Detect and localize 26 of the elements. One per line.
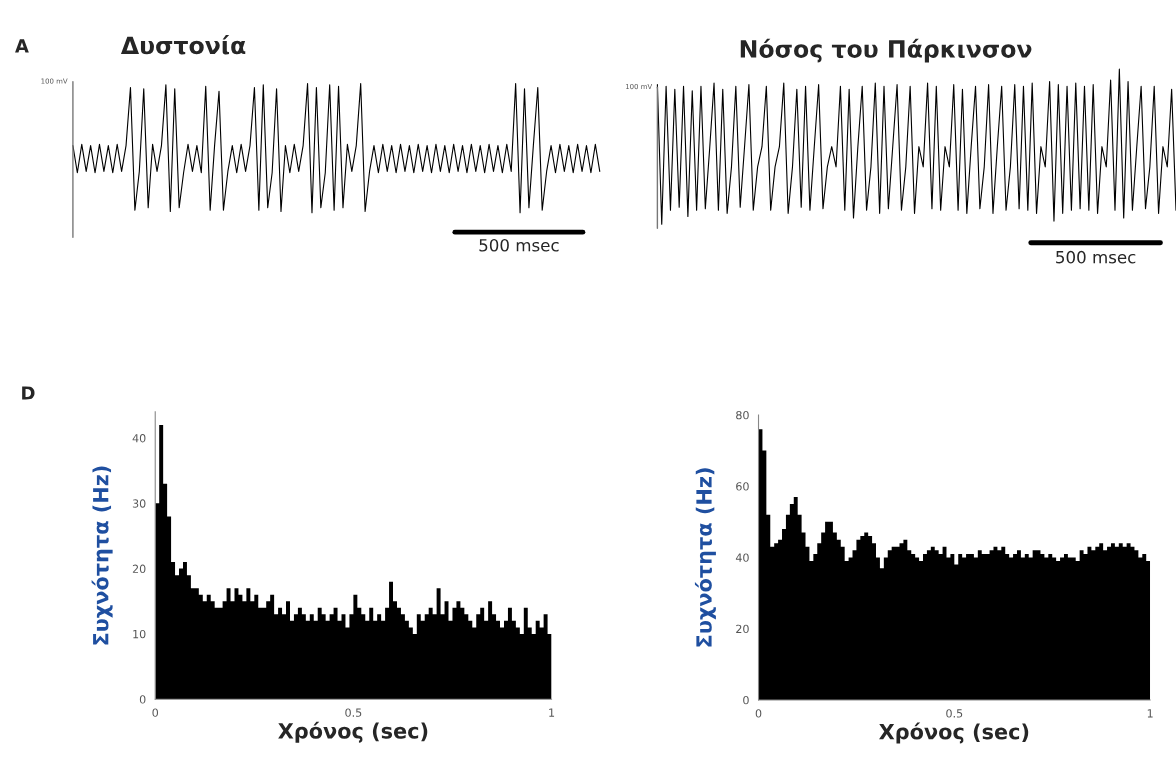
x-tick-label: 0.5	[345, 708, 362, 717]
x-axis-title: Χρόνος (sec)	[278, 721, 428, 743]
x-tick-label: 0	[755, 709, 762, 718]
x-tick-label: 1	[549, 708, 555, 717]
y-axis-title: Συχνότητα (Hz)	[91, 466, 113, 645]
y-tick-label: 20	[736, 624, 749, 634]
y-tick-label: 30	[132, 499, 146, 508]
y-tick-label: 40	[132, 434, 146, 443]
x-tick-label: 1	[1147, 709, 1153, 718]
text: D	[22, 386, 35, 400]
y-axis-title: Συχνότητα (Hz)	[694, 468, 716, 647]
y-tick-label: 0	[139, 695, 146, 704]
x-axis-title: Χρόνος (sec)	[879, 722, 1029, 744]
y-tick-label: 60	[736, 482, 749, 491]
y-tick-label: 80	[736, 410, 749, 420]
y-tick-label: 0	[743, 695, 749, 705]
x-tick-label: 0	[152, 708, 159, 717]
chart-title: Δυστονία	[120, 35, 246, 55]
text: 500 msec	[1056, 250, 1136, 264]
y-tick-label: 10	[133, 629, 146, 639]
chart-title: Νόσος του Πάρκινσον	[740, 38, 1032, 63]
y-tick-label: 20	[132, 564, 146, 573]
y-tick-label: 40	[735, 553, 749, 562]
text: A	[15, 39, 29, 53]
x-tick-label: 0.5	[946, 709, 963, 718]
text: 500 msec	[479, 238, 559, 252]
